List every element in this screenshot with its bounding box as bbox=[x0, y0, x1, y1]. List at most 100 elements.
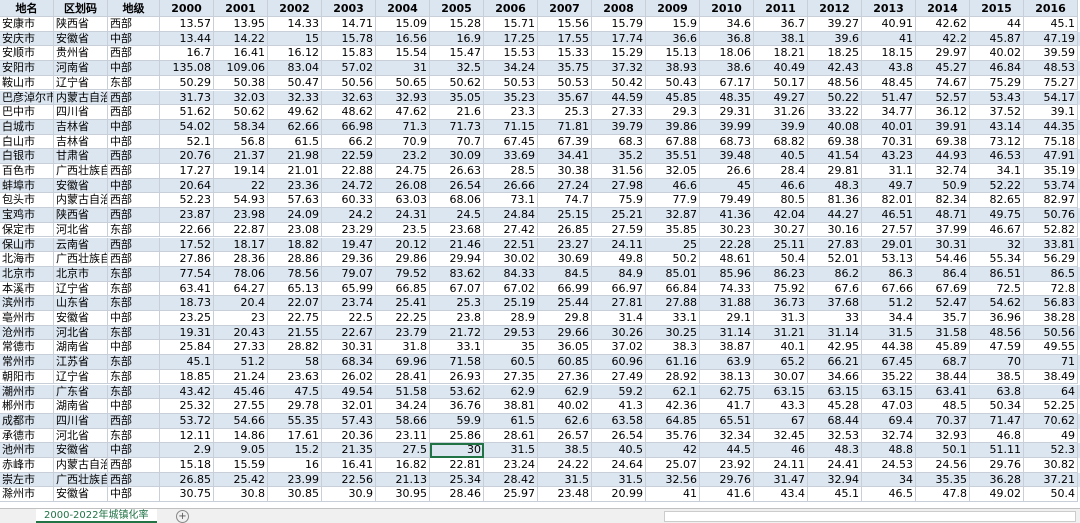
value-cell: 65.13 bbox=[268, 281, 322, 297]
value-cell: 30.31 bbox=[916, 237, 970, 253]
column-header: 2009 bbox=[646, 0, 700, 17]
value-cell: 23.08 bbox=[268, 222, 322, 238]
value-cell: 54.66 bbox=[214, 413, 268, 429]
column-header: 2005 bbox=[430, 0, 484, 17]
value-cell: 70.7 bbox=[430, 134, 484, 150]
value-cell: 32.93 bbox=[916, 428, 970, 444]
value-cell: 16.82 bbox=[376, 458, 430, 473]
value-cell: 71.47 bbox=[970, 413, 1024, 429]
value-cell: 32.74 bbox=[862, 428, 916, 444]
value-cell: 47.19 bbox=[1024, 31, 1078, 47]
value-cell: 41.3 bbox=[592, 399, 646, 414]
value-cell: 60.33 bbox=[322, 193, 376, 209]
value-cell: 31.5 bbox=[862, 325, 916, 341]
value-cell: 46.6 bbox=[754, 178, 808, 194]
value-cell: 68.34 bbox=[322, 355, 376, 370]
value-cell: 28.61 bbox=[484, 428, 538, 444]
value-cell: 53.43 bbox=[970, 90, 1024, 106]
value-cell: 32.01 bbox=[322, 399, 376, 414]
value-cell: 23.63 bbox=[268, 369, 322, 385]
table-row: 保定市 河北省 东部 22.66 22.87 23.08 23.29 23.5 23.68 27.… bbox=[0, 222, 1080, 238]
value-cell: 79.49 bbox=[700, 193, 754, 209]
value-cell: 25.32 bbox=[160, 399, 214, 414]
value-cell: 23.74 bbox=[322, 296, 376, 311]
value-cell: 22.5 bbox=[322, 311, 376, 326]
value-cell: 57.43 bbox=[322, 413, 376, 429]
table-row: 常德市 湖南省 中部 25.84 27.33 28.82 30.31 31.8 33.1 35 36… bbox=[0, 340, 1080, 356]
value-cell: 32.45 bbox=[754, 428, 808, 444]
value-cell: 30 bbox=[430, 443, 484, 458]
value-cell: 34.77 bbox=[862, 105, 916, 120]
value-cell: 24.31 bbox=[376, 208, 430, 223]
label-cell: 西部 bbox=[108, 149, 160, 164]
value-cell: 20.12 bbox=[376, 237, 430, 253]
value-cell: 15.78 bbox=[322, 31, 376, 47]
label-cell: 东部 bbox=[108, 266, 160, 282]
value-cell: 27.42 bbox=[484, 222, 538, 238]
value-cell: 33 bbox=[808, 311, 862, 326]
add-sheet-button[interactable]: + bbox=[176, 510, 189, 523]
value-cell: 51.2 bbox=[862, 296, 916, 311]
value-cell: 18.21 bbox=[754, 46, 808, 62]
value-cell: 24.72 bbox=[322, 178, 376, 194]
value-cell: 63.58 bbox=[592, 413, 646, 429]
value-cell: 44.27 bbox=[808, 208, 862, 223]
label-cell: 安顺市 bbox=[0, 46, 54, 62]
value-cell: 80.5 bbox=[754, 193, 808, 209]
label-cell: 东部 bbox=[108, 369, 160, 385]
value-cell: 23.98 bbox=[214, 208, 268, 223]
label-cell: 潮州市 bbox=[0, 384, 54, 400]
value-cell: 13.95 bbox=[214, 17, 268, 32]
value-cell: 52.1 bbox=[160, 134, 214, 150]
value-cell: 26.85 bbox=[538, 222, 592, 238]
value-cell: 30.27 bbox=[754, 222, 808, 238]
value-cell: 71.81 bbox=[538, 119, 592, 135]
value-cell: 38.6 bbox=[700, 61, 754, 76]
value-cell: 53.72 bbox=[160, 413, 214, 429]
value-cell: 25.07 bbox=[646, 458, 700, 473]
value-cell: 49.02 bbox=[970, 487, 1024, 503]
value-cell: 36.8 bbox=[700, 31, 754, 47]
value-cell: 15.79 bbox=[592, 17, 646, 32]
value-cell: 24.2 bbox=[322, 208, 376, 223]
value-cell: 63.15 bbox=[808, 384, 862, 400]
value-cell: 68.06 bbox=[430, 193, 484, 209]
label-cell: 常州市 bbox=[0, 355, 54, 370]
value-cell: 22.59 bbox=[322, 149, 376, 164]
label-cell: 东部 bbox=[108, 384, 160, 400]
value-cell: 40.02 bbox=[538, 399, 592, 414]
table-row: 包头市 内蒙古自治 西部 52.23 54.93 57.63 60.33 63.03 68.06… bbox=[0, 193, 1080, 209]
label-cell: 赤峰市 bbox=[0, 458, 54, 473]
value-cell: 49.8 bbox=[592, 252, 646, 267]
value-cell: 36.28 bbox=[970, 472, 1024, 488]
value-cell: 24.09 bbox=[268, 208, 322, 223]
column-header: 2008 bbox=[592, 0, 646, 17]
sheet-tab[interactable]: 2000-2022年城镇化率 bbox=[36, 509, 157, 523]
value-cell: 52.01 bbox=[808, 252, 862, 267]
value-cell: 27.36 bbox=[538, 369, 592, 385]
value-cell: 23.36 bbox=[268, 178, 322, 194]
value-cell: 33.1 bbox=[646, 311, 700, 326]
value-cell: 69.4 bbox=[862, 413, 916, 429]
value-cell: 63.41 bbox=[916, 384, 970, 400]
value-cell: 28.5 bbox=[484, 164, 538, 179]
value-cell: 29.97 bbox=[916, 46, 970, 62]
value-cell: 75.29 bbox=[970, 75, 1024, 91]
value-cell: 35.05 bbox=[430, 90, 484, 106]
value-cell: 23.8 bbox=[430, 311, 484, 326]
value-cell: 39.9 bbox=[754, 119, 808, 135]
value-cell: 31.4 bbox=[592, 311, 646, 326]
value-cell: 50.17 bbox=[754, 75, 808, 91]
value-cell: 57.63 bbox=[268, 193, 322, 209]
value-cell: 26.54 bbox=[592, 428, 646, 444]
value-cell: 48.56 bbox=[808, 75, 862, 91]
value-cell: 67.45 bbox=[862, 355, 916, 370]
value-cell: 32.93 bbox=[376, 90, 430, 106]
value-cell: 27.57 bbox=[862, 222, 916, 238]
horizontal-scrollbar[interactable] bbox=[664, 511, 1076, 522]
label-cell: 成都市 bbox=[0, 413, 54, 429]
value-cell: 25.11 bbox=[754, 237, 808, 253]
value-cell: 60.96 bbox=[592, 355, 646, 370]
value-cell: 51.47 bbox=[862, 90, 916, 106]
value-cell: 37.02 bbox=[592, 340, 646, 356]
